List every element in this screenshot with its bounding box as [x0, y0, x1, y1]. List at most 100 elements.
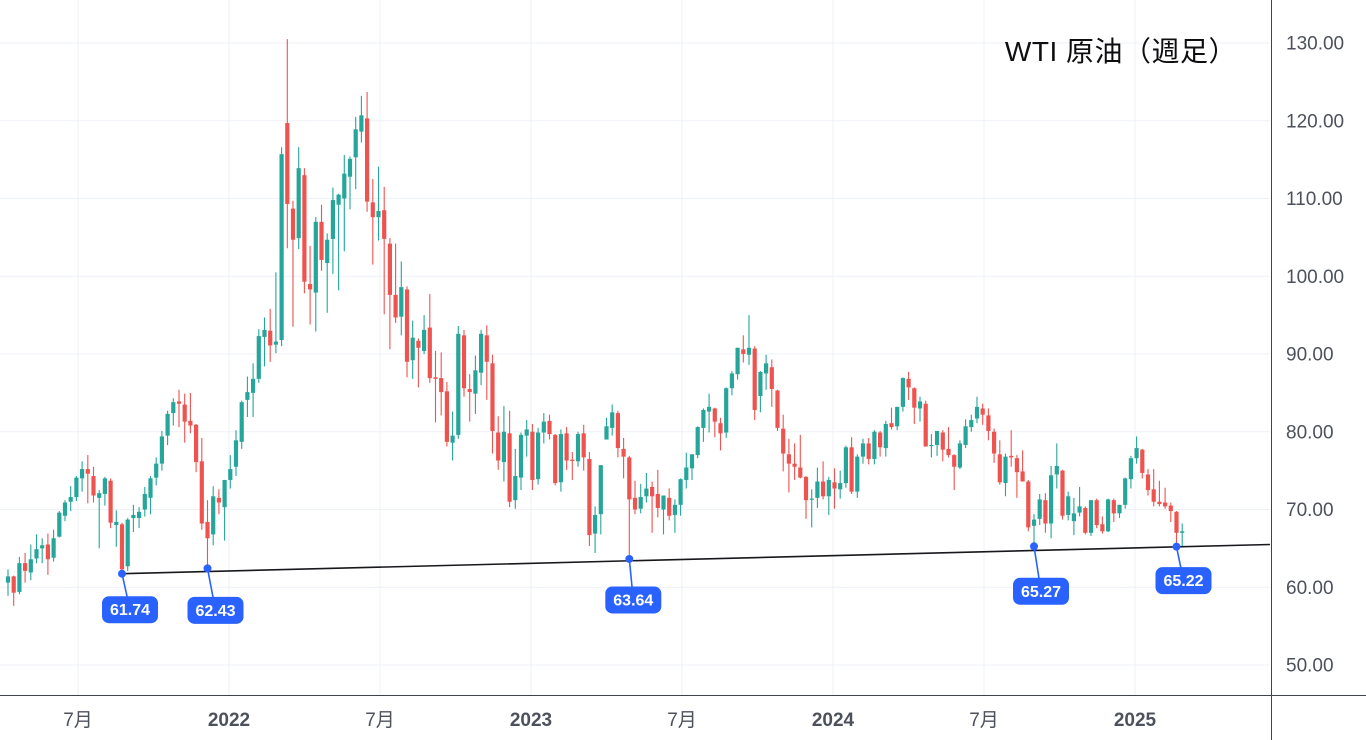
candle[interactable]: [410, 320, 415, 379]
candle[interactable]: [1094, 498, 1099, 529]
candle[interactable]: [746, 315, 752, 365]
candle[interactable]: [256, 329, 261, 383]
marker-dot[interactable]: [203, 564, 212, 573]
candle[interactable]: [672, 499, 677, 533]
candle[interactable]: [764, 354, 769, 390]
candle[interactable]: [815, 467, 820, 508]
candle[interactable]: [752, 346, 757, 421]
candle[interactable]: [974, 396, 980, 424]
candle[interactable]: [712, 407, 717, 438]
candle[interactable]: [228, 455, 233, 489]
candle[interactable]: [963, 419, 968, 449]
candle[interactable]: [239, 400, 244, 449]
candle[interactable]: [302, 168, 307, 294]
candle[interactable]: [496, 416, 501, 470]
candle[interactable]: [610, 404, 615, 436]
candle[interactable]: [313, 217, 318, 332]
candle[interactable]: [131, 504, 136, 533]
candle[interactable]: [1168, 502, 1173, 522]
candle[interactable]: [581, 424, 586, 471]
candle[interactable]: [393, 243, 398, 323]
candle[interactable]: [883, 420, 888, 457]
candle[interactable]: [769, 359, 774, 407]
candle[interactable]: [342, 154, 347, 252]
candle[interactable]: [1049, 465, 1054, 539]
candle[interactable]: [251, 363, 256, 417]
candle[interactable]: [336, 193, 341, 291]
candle[interactable]: [490, 354, 495, 454]
candle[interactable]: [427, 294, 432, 383]
candle[interactable]: [17, 556, 22, 595]
candle[interactable]: [216, 489, 221, 515]
marker-label-box[interactable]: [1155, 567, 1212, 595]
marker-label-box[interactable]: [102, 596, 158, 624]
candle[interactable]: [171, 398, 176, 426]
candle[interactable]: [28, 544, 33, 581]
candle[interactable]: [547, 414, 552, 440]
candle[interactable]: [11, 575, 16, 606]
candle[interactable]: [598, 465, 603, 535]
candle[interactable]: [1020, 450, 1025, 482]
candle[interactable]: [980, 403, 985, 425]
candle[interactable]: [1088, 500, 1094, 536]
candle[interactable]: [501, 406, 506, 482]
candle[interactable]: [176, 389, 182, 428]
candle[interactable]: [992, 428, 997, 463]
candle[interactable]: [211, 486, 216, 546]
candle[interactable]: [729, 371, 734, 396]
candle[interactable]: [1157, 480, 1162, 507]
candle[interactable]: [154, 457, 159, 486]
candle[interactable]: [946, 427, 951, 458]
candle[interactable]: [199, 437, 204, 530]
candle[interactable]: [188, 392, 193, 434]
candle[interactable]: [587, 451, 592, 547]
low-marker[interactable]: 65.22: [1155, 542, 1212, 595]
candle[interactable]: [1123, 477, 1128, 509]
candle[interactable]: [1145, 469, 1151, 496]
candle[interactable]: [929, 434, 934, 458]
candle[interactable]: [97, 490, 102, 549]
candle[interactable]: [376, 166, 381, 241]
candle[interactable]: [456, 326, 461, 439]
candle[interactable]: [245, 376, 250, 417]
candle[interactable]: [57, 511, 62, 538]
candle[interactable]: [233, 430, 239, 477]
candle[interactable]: [353, 116, 358, 190]
candle[interactable]: [735, 347, 740, 380]
candle[interactable]: [74, 476, 79, 501]
candle[interactable]: [821, 461, 826, 500]
candle[interactable]: [997, 440, 1002, 485]
candle[interactable]: [952, 454, 957, 491]
candle[interactable]: [507, 410, 512, 508]
candle[interactable]: [165, 410, 170, 445]
candle[interactable]: [872, 430, 877, 465]
candle[interactable]: [707, 393, 712, 433]
candle[interactable]: [860, 438, 866, 464]
low-marker[interactable]: 65.27: [1013, 542, 1069, 605]
low-marker[interactable]: 62.43: [187, 564, 244, 624]
candle[interactable]: [416, 338, 421, 388]
candle[interactable]: [45, 533, 50, 575]
marker-dot[interactable]: [1030, 542, 1038, 551]
candle[interactable]: [433, 350, 438, 423]
candle[interactable]: [530, 423, 535, 491]
candle[interactable]: [1128, 455, 1133, 489]
candle[interactable]: [382, 186, 387, 315]
candle[interactable]: [34, 534, 39, 564]
candle[interactable]: [575, 431, 581, 467]
candle[interactable]: [1026, 479, 1031, 532]
candle[interactable]: [365, 91, 370, 212]
candle[interactable]: [273, 272, 278, 354]
candle[interactable]: [940, 430, 945, 462]
candle[interactable]: [85, 455, 90, 504]
candle[interactable]: [895, 406, 900, 431]
candle[interactable]: [205, 500, 210, 569]
candle[interactable]: [148, 476, 153, 515]
candle[interactable]: [889, 407, 894, 430]
candle[interactable]: [1066, 491, 1071, 521]
candle[interactable]: [536, 427, 541, 485]
candle[interactable]: [701, 408, 706, 442]
candle[interactable]: [1077, 486, 1082, 517]
candle[interactable]: [23, 553, 28, 583]
